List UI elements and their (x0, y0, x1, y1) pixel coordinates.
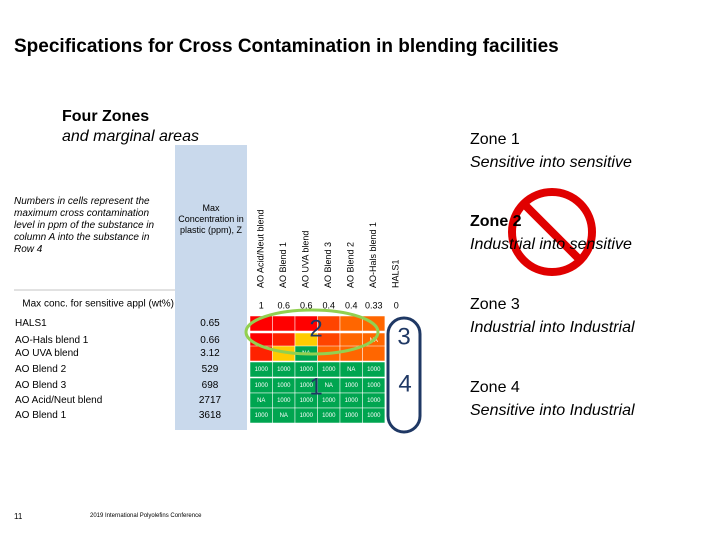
row-z: 3.12 (200, 348, 220, 359)
zone-marker: 3 (397, 323, 410, 350)
prohibition-bar (521, 201, 583, 263)
matrix-cell (384, 361, 408, 378)
footer-conference: 2019 International Polyolefins Conferenc… (90, 513, 202, 519)
cell-value: NA (257, 398, 265, 404)
max-value: 0.4 (322, 300, 335, 310)
column-header: AO UVA blend (301, 231, 311, 288)
cell-value: 1000 (322, 398, 336, 404)
row-z: 0.66 (200, 335, 220, 346)
row-z: 529 (202, 364, 219, 375)
zone-description: Industrial into sensitive (470, 236, 632, 253)
cell-value: 1000 (277, 383, 291, 389)
column-header: AO Blend 2 (346, 242, 356, 288)
cell-value: 1000 (277, 367, 291, 373)
zone-description: Sensitive into Industrial (470, 402, 635, 419)
page-number: 11 (14, 512, 23, 521)
row-z: 0.65 (200, 318, 220, 329)
row-label: AO-Hals blend 1 (15, 335, 89, 346)
cell-value: 1000 (322, 413, 336, 419)
cell-value: 1000 (255, 367, 269, 373)
zone-marker: 1 (309, 373, 322, 400)
matrix-cell (339, 315, 363, 332)
column-header: AO-Hals blend 1 (368, 222, 378, 288)
zone-marker: 4 (398, 370, 411, 397)
matrix-cell (362, 345, 386, 362)
max-value: 0.33 (365, 300, 383, 310)
max-value: 0.6 (277, 300, 290, 310)
zone-column-outline (386, 316, 422, 434)
cell-value: 1000 (300, 398, 314, 404)
zone2-ellipse (244, 308, 380, 356)
max-row-label: Max conc. for sensitive appl (wt%) (22, 299, 174, 310)
zone-name: Zone 3 (470, 296, 520, 313)
zone-description: Sensitive into sensitive (470, 154, 632, 171)
cell-value: 1000 (367, 398, 381, 404)
row-z: 3618 (199, 410, 222, 421)
max-value: 1 (259, 300, 264, 310)
zone-name: Zone 4 (470, 379, 520, 396)
cell-value: 1000 (300, 383, 314, 389)
cell-value: 1000 (300, 413, 314, 419)
row-z: 2717 (199, 395, 222, 406)
z-column-bg (175, 145, 247, 430)
cell-value: 1000 (322, 367, 336, 373)
cell-value: 1000 (345, 413, 359, 419)
cell-value: 1000 (367, 367, 381, 373)
matrix-cell (384, 407, 408, 424)
prohibition-circle (508, 188, 596, 276)
zone-name: Zone 2 (470, 213, 522, 230)
cell-value: 1000 (367, 413, 381, 419)
zone-marker: 2 (309, 315, 322, 342)
slide-title: Specifications for Cross Contamination i… (14, 36, 559, 57)
cell-value: NA (347, 367, 355, 373)
matrix-cell (384, 345, 408, 362)
cell-value: 1000 (345, 383, 359, 389)
column-header: AO Acid/Neut blend (256, 209, 266, 288)
zone-description: Industrial into Industrial (470, 319, 635, 336)
cell-value: NA (325, 383, 333, 389)
subtitle-main: Four Zones (62, 108, 150, 125)
matrix-cell (272, 315, 296, 332)
cell-value: 1000 (300, 367, 314, 373)
max-value: 0.6 (300, 300, 313, 310)
cell-value: 1000 (255, 383, 269, 389)
cell-value: 1000 (345, 398, 359, 404)
cell-value: 1000 (277, 398, 291, 404)
cell-value: 1000 (255, 413, 269, 419)
subtitle-sub: and marginal areas (62, 128, 199, 145)
table-note: Numbers in cells represent the maximum c… (14, 196, 155, 255)
column-header: HALS1 (391, 259, 401, 288)
max-value: 0.4 (345, 300, 358, 310)
cell-value: 1000 (367, 383, 381, 389)
column-header: AO Blend 1 (278, 242, 288, 288)
row-z: 698 (202, 380, 219, 391)
row-label: AO UVA blend (15, 348, 79, 359)
row-label: AO Blend 2 (15, 364, 67, 375)
row-label: AO Blend 3 (15, 380, 67, 391)
cell-value: NA (280, 413, 288, 419)
column-header: AO Blend 3 (323, 242, 333, 288)
z-header: Max Concentration in plastic (ppm), Z (178, 203, 244, 235)
row-label: AO Blend 1 (15, 410, 67, 421)
zone-name: Zone 1 (470, 131, 520, 148)
row-label: AO Acid/Neut blend (15, 395, 102, 406)
max-value: 0 (394, 300, 399, 310)
row-label: HALS1 (15, 318, 47, 329)
